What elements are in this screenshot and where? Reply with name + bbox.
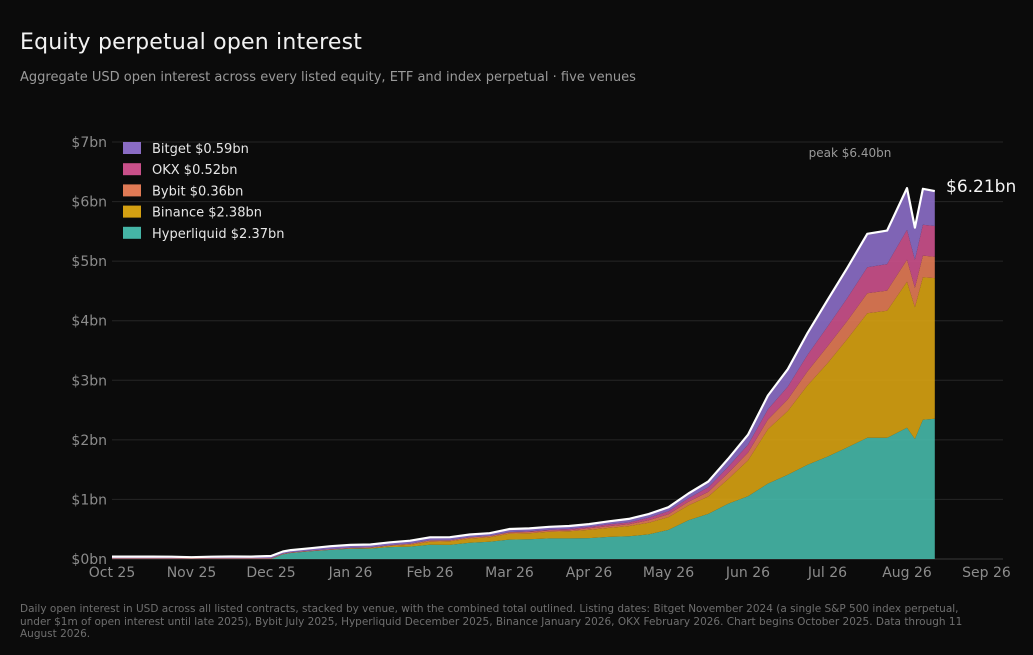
annotations: peak $6.40bn $6.21bn	[809, 146, 1017, 197]
y-tick-label: $0bn	[71, 552, 107, 568]
stacked-areas	[112, 188, 935, 559]
area-binance	[112, 277, 935, 559]
x-tick-label: Dec 25	[246, 565, 295, 581]
area-hyperliquid	[112, 418, 935, 559]
x-tick-label: Jan 26	[328, 565, 373, 581]
y-tick-label: $4bn	[71, 314, 107, 330]
legend-swatch-binance	[123, 205, 141, 218]
x-tick-label: Oct 25	[89, 565, 135, 581]
x-tick-label: Apr 26	[566, 565, 613, 581]
footnote: Daily open interest in USD across all li…	[20, 603, 963, 640]
x-tick-label: Feb 26	[406, 565, 453, 581]
legend-label-bybit: Bybit $0.36bn	[152, 184, 243, 199]
legend-swatch-okx	[123, 163, 141, 176]
y-tick-label: $2bn	[71, 433, 107, 449]
latest-value-label: $6.21bn	[946, 177, 1016, 197]
x-tick-label: Jun 26	[725, 565, 770, 581]
legend-swatch-hyperliquid	[123, 226, 141, 239]
y-tick-label: $1bn	[71, 492, 107, 508]
open-interest-chart: $0bn $1bn $2bn $3bn $4bn $5bn $6bn $7bn Oct 25 N…	[71, 135, 1017, 581]
legend-label-binance: Binance $2.38bn	[152, 206, 262, 221]
x-tick-label: Nov 25	[167, 565, 217, 581]
legend-label-hyperliquid: Hyperliquid $2.37bn	[152, 227, 284, 242]
x-tick-label: May 26	[643, 565, 694, 581]
x-axis: Oct 25 Nov 25 Dec 25 Jan 26 Feb 26 Mar 26 Apr …	[89, 565, 1011, 581]
legend-label-okx: OKX $0.52bn	[152, 163, 238, 178]
legend-swatch-bitget	[123, 142, 141, 154]
y-tick-label: $3bn	[71, 373, 107, 389]
y-axis: $0bn $1bn $2bn $3bn $4bn $5bn $6bn $7bn	[71, 135, 107, 568]
x-tick-label: Jul 26	[807, 565, 847, 581]
x-tick-label: Mar 26	[485, 565, 534, 581]
legend-swatch-bybit	[123, 184, 141, 197]
chart-subtitle: Aggregate USD open interest across every…	[20, 70, 636, 85]
y-tick-label: $7bn	[71, 135, 107, 151]
legend-label-bitget: Bitget $0.59bn	[152, 142, 249, 157]
total-line	[112, 187, 936, 559]
chart-title: Equity perpetual open interest	[20, 30, 363, 55]
total-line-path	[112, 187, 936, 559]
x-tick-label: Sep 26	[962, 565, 1011, 581]
legend: Bitget $0.59bn OKX $0.52bn Bybit $0.36bn Bi…	[123, 142, 284, 242]
y-tick-label: $5bn	[71, 254, 107, 270]
peak-label: peak $6.40bn	[809, 146, 892, 160]
y-tick-label: $6bn	[71, 195, 107, 211]
x-tick-label: Aug 26	[882, 565, 932, 581]
